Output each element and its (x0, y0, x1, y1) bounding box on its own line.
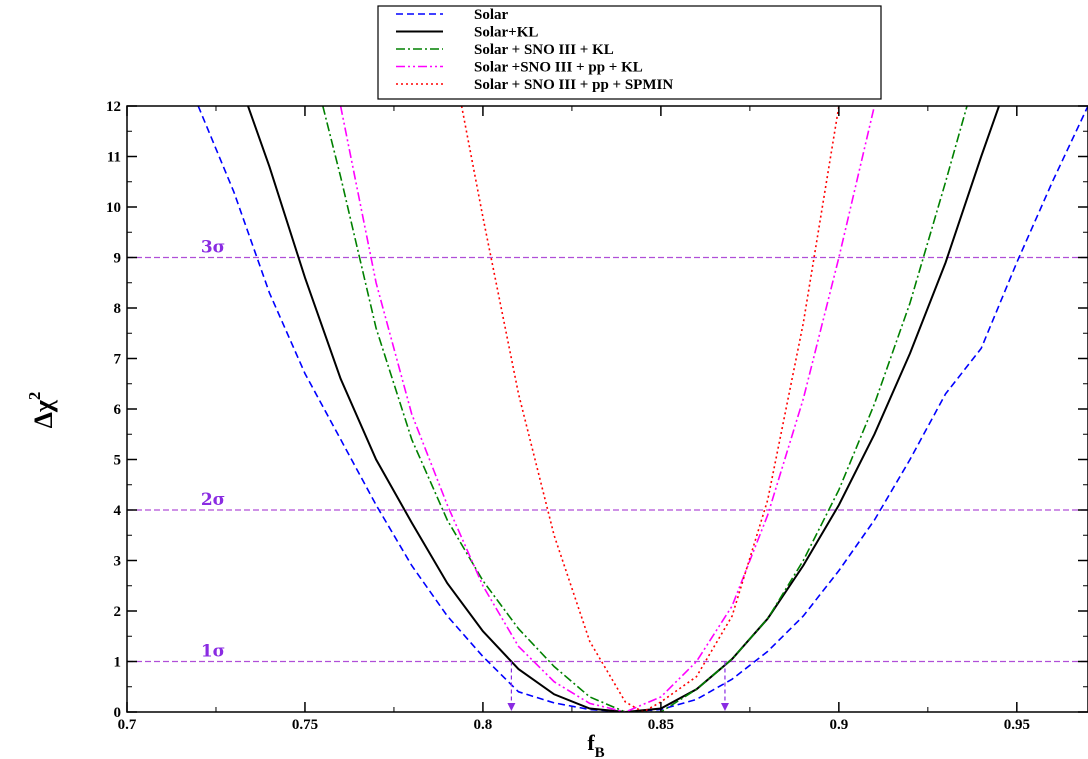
y-tick-label-4: 4 (114, 503, 122, 519)
legend-label-3: Solar + SNO III + KL (474, 42, 614, 58)
series-lines (197, 106, 1088, 712)
marker-arrow-head-2 (720, 703, 729, 711)
legend-label-5: Solar + SNO III + pp + SPMIN (474, 77, 673, 93)
y-axis-title-superscript: 2 (25, 392, 44, 401)
reference-lines: 1σ 2σ 3σ (127, 238, 1088, 663)
sigma-label-2: 2σ (201, 490, 225, 510)
y-tick-label-6: 6 (114, 402, 122, 418)
y-tick-label-3: 3 (114, 554, 122, 570)
marker-arrow-head-1 (507, 703, 516, 711)
legend-label-1: Solar (474, 7, 509, 23)
series-line-5 (460, 106, 840, 712)
plot-frame (126, 105, 1088, 713)
y-tick-label-0: 0 (114, 705, 122, 721)
marker-arrows (507, 661, 729, 711)
series-line-4 (339, 106, 876, 712)
y-tick-label-2: 2 (114, 604, 122, 620)
y-tick-label-8: 8 (114, 301, 122, 317)
sigma-label-3: 3σ (201, 238, 225, 258)
legend-label-2: Solar+KL (474, 25, 538, 41)
y-tick-label-1: 1 (114, 655, 122, 671)
y-tick-label-10: 10 (106, 200, 121, 216)
y-tick-label-12: 12 (106, 99, 121, 115)
y-axis-title: Δχ2 (25, 392, 58, 429)
x-tick-label-4: 0.9 (829, 717, 848, 733)
legend-box (377, 5, 882, 100)
x-tick-label-3: 0.85 (648, 717, 674, 733)
y-tick-label-9: 9 (114, 251, 122, 267)
sigma-label-1: 1σ (201, 642, 225, 662)
y-tick-label-5: 5 (114, 453, 122, 469)
series-line-3 (322, 106, 968, 712)
y-tick-label-11: 11 (107, 150, 121, 166)
x-axis-title-main: f (587, 730, 595, 755)
x-tick-label-5: 0.95 (1004, 717, 1030, 733)
x-axis-title-subscript: B (595, 745, 605, 759)
x-tick-label-1: 0.75 (292, 717, 318, 733)
x-axis-title: fB (587, 730, 604, 759)
x-tick-label-2: 0.8 (474, 717, 493, 733)
series-line-2 (247, 106, 1000, 712)
x-tick-label-0: 0.7 (118, 717, 137, 733)
y-tick-label-7: 7 (114, 352, 122, 368)
legend-label-4: Solar +SNO III + pp + KL (474, 60, 643, 76)
y-axis-title-main: Δχ (29, 399, 58, 428)
series-line-1 (197, 106, 1088, 712)
